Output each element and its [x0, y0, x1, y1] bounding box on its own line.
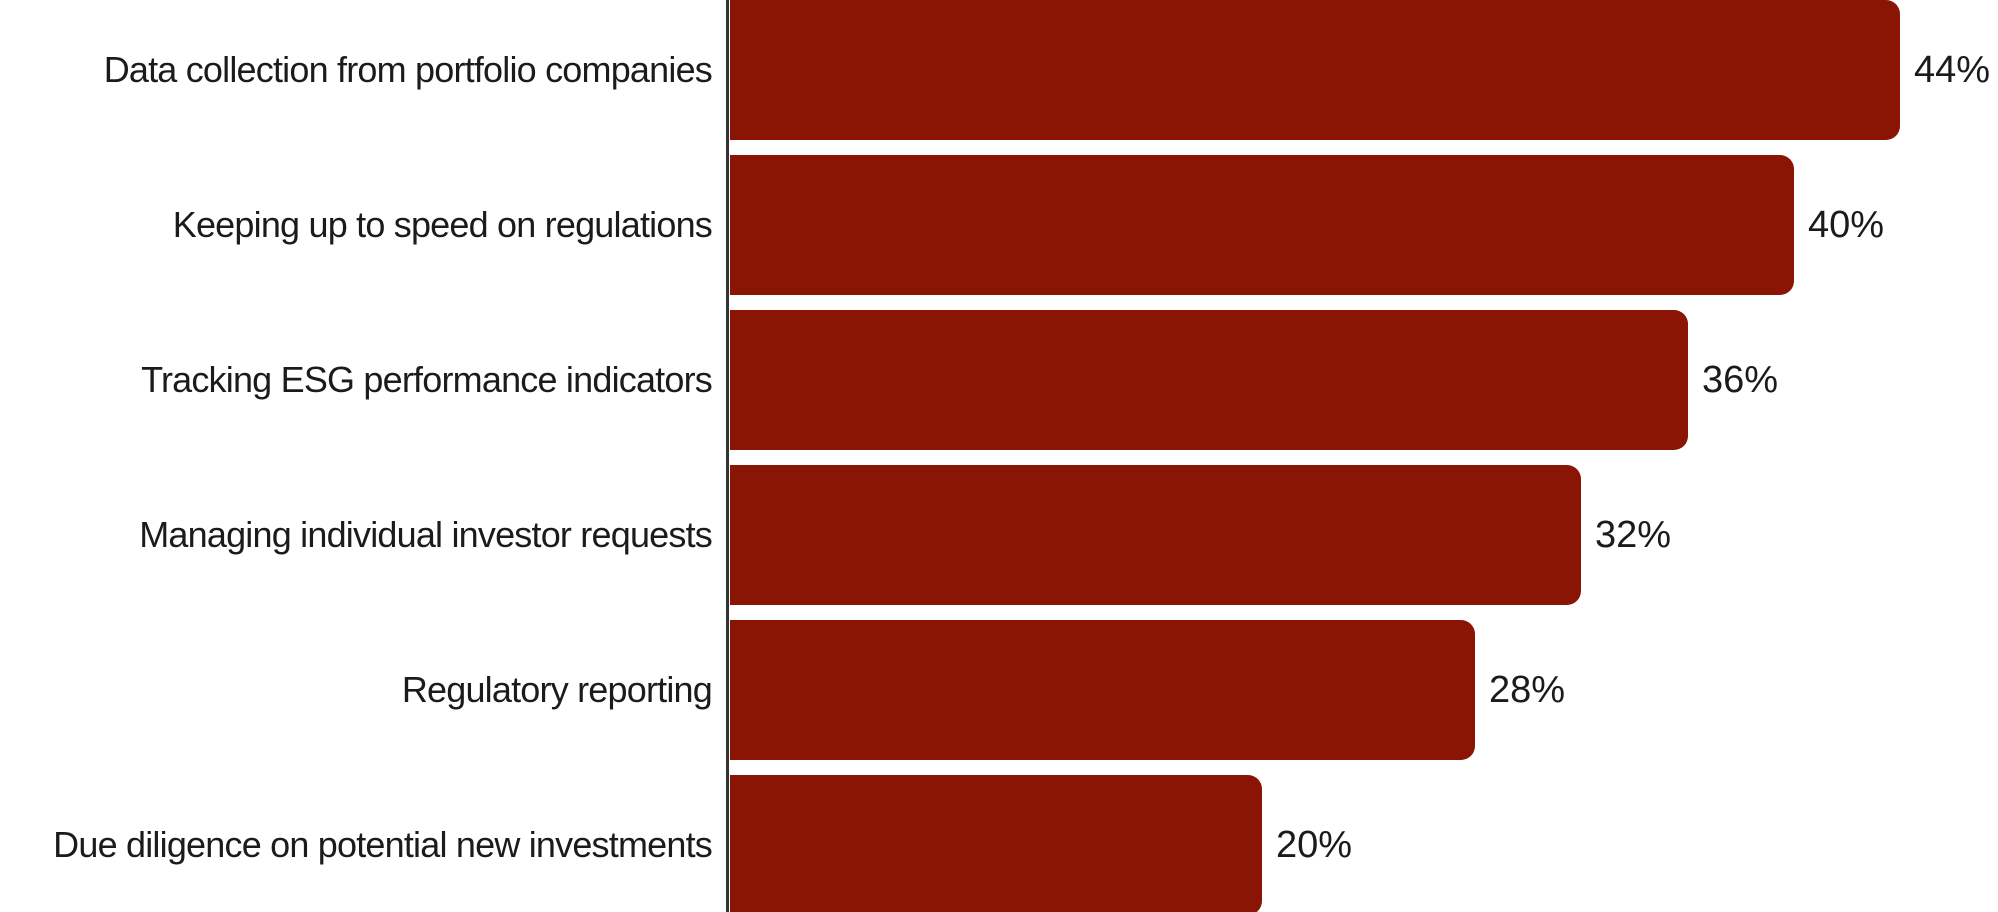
value-label: 36%	[1702, 358, 1779, 401]
value-label: 28%	[1489, 668, 1566, 711]
chart-row: Regulatory reporting 28%	[0, 620, 1998, 760]
value-label: 20%	[1276, 823, 1353, 866]
category-label: Managing individual investor requests	[139, 514, 713, 555]
bar	[730, 155, 1794, 295]
bar	[730, 620, 1475, 760]
category-label: Data collection from portfolio companies	[103, 49, 713, 90]
bar	[730, 775, 1262, 912]
bar	[730, 310, 1688, 450]
category-label: Due diligence on potential new investmen…	[53, 824, 713, 865]
bar	[730, 465, 1581, 605]
bar	[730, 0, 1900, 140]
category-label: Keeping up to speed on regulations	[172, 204, 713, 245]
chart-row: Keeping up to speed on regulations 40%	[0, 155, 1998, 295]
value-label: 44%	[1914, 48, 1991, 91]
chart-row: Managing individual investor requests 32%	[0, 465, 1998, 605]
y-axis-line	[726, 0, 729, 912]
category-label: Tracking ESG performance indicators	[141, 359, 713, 400]
chart-row: Tracking ESG performance indicators 36%	[0, 310, 1998, 450]
value-label: 40%	[1808, 203, 1885, 246]
chart-row: Due diligence on potential new investmen…	[0, 775, 1998, 912]
chart-row: Data collection from portfolio companies…	[0, 0, 1998, 140]
value-label: 32%	[1595, 513, 1672, 556]
category-label: Regulatory reporting	[401, 669, 713, 710]
